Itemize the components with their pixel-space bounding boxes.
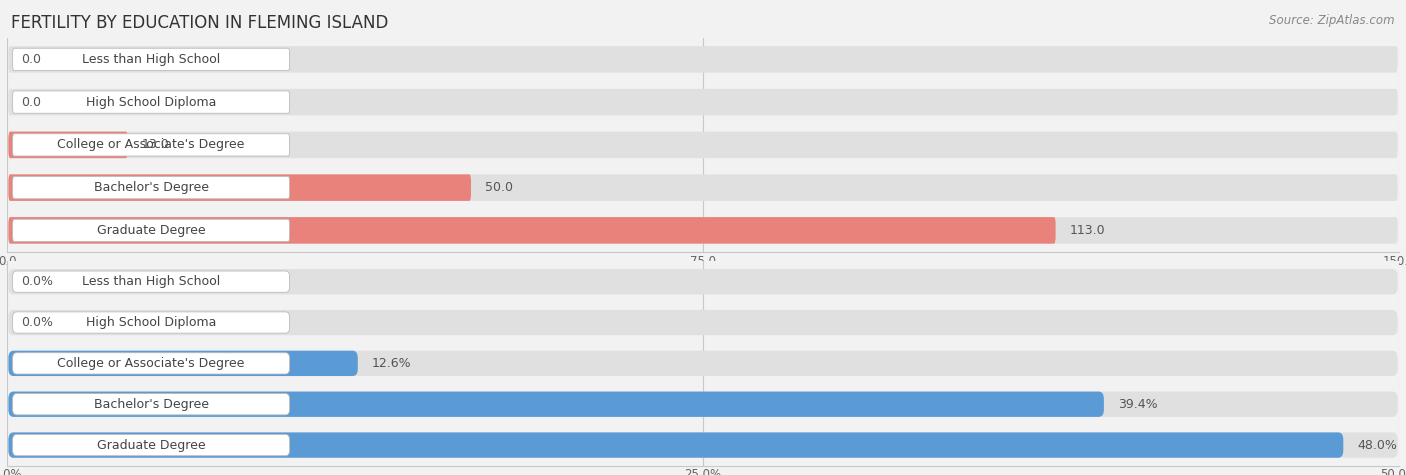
Text: High School Diploma: High School Diploma <box>86 316 217 329</box>
FancyBboxPatch shape <box>8 351 357 376</box>
FancyBboxPatch shape <box>8 89 1398 115</box>
FancyBboxPatch shape <box>13 394 290 415</box>
FancyBboxPatch shape <box>13 177 290 199</box>
Text: 0.0: 0.0 <box>21 53 41 66</box>
FancyBboxPatch shape <box>13 219 290 241</box>
FancyBboxPatch shape <box>8 174 1398 201</box>
FancyBboxPatch shape <box>8 217 1056 244</box>
Text: 50.0: 50.0 <box>485 181 513 194</box>
FancyBboxPatch shape <box>13 48 290 70</box>
Text: College or Associate's Degree: College or Associate's Degree <box>58 357 245 370</box>
Text: 0.0%: 0.0% <box>21 275 53 288</box>
Text: Bachelor's Degree: Bachelor's Degree <box>94 398 208 411</box>
Text: Less than High School: Less than High School <box>82 275 221 288</box>
FancyBboxPatch shape <box>8 432 1398 458</box>
Text: 0.0: 0.0 <box>21 95 41 109</box>
FancyBboxPatch shape <box>13 134 290 156</box>
FancyBboxPatch shape <box>8 46 1398 73</box>
FancyBboxPatch shape <box>8 432 1343 458</box>
FancyBboxPatch shape <box>8 391 1104 417</box>
FancyBboxPatch shape <box>13 312 290 333</box>
Text: Bachelor's Degree: Bachelor's Degree <box>94 181 208 194</box>
Text: 13.0: 13.0 <box>142 138 169 152</box>
FancyBboxPatch shape <box>8 310 1398 335</box>
Text: 48.0%: 48.0% <box>1357 438 1398 452</box>
Text: High School Diploma: High School Diploma <box>86 95 217 109</box>
FancyBboxPatch shape <box>13 353 290 374</box>
Text: 113.0: 113.0 <box>1070 224 1105 237</box>
FancyBboxPatch shape <box>13 271 290 292</box>
FancyBboxPatch shape <box>8 391 1398 417</box>
Text: FERTILITY BY EDUCATION IN FLEMING ISLAND: FERTILITY BY EDUCATION IN FLEMING ISLAND <box>11 14 388 32</box>
FancyBboxPatch shape <box>8 174 471 201</box>
FancyBboxPatch shape <box>13 91 290 113</box>
Text: Graduate Degree: Graduate Degree <box>97 438 205 452</box>
Text: 12.6%: 12.6% <box>371 357 412 370</box>
FancyBboxPatch shape <box>13 435 290 456</box>
FancyBboxPatch shape <box>8 351 1398 376</box>
Text: Graduate Degree: Graduate Degree <box>97 224 205 237</box>
FancyBboxPatch shape <box>8 269 1398 294</box>
FancyBboxPatch shape <box>8 132 1398 158</box>
FancyBboxPatch shape <box>8 217 1398 244</box>
Text: College or Associate's Degree: College or Associate's Degree <box>58 138 245 152</box>
Text: 39.4%: 39.4% <box>1118 398 1157 411</box>
Text: Source: ZipAtlas.com: Source: ZipAtlas.com <box>1270 14 1395 27</box>
Text: 0.0%: 0.0% <box>21 316 53 329</box>
Text: Less than High School: Less than High School <box>82 53 221 66</box>
FancyBboxPatch shape <box>8 132 128 158</box>
